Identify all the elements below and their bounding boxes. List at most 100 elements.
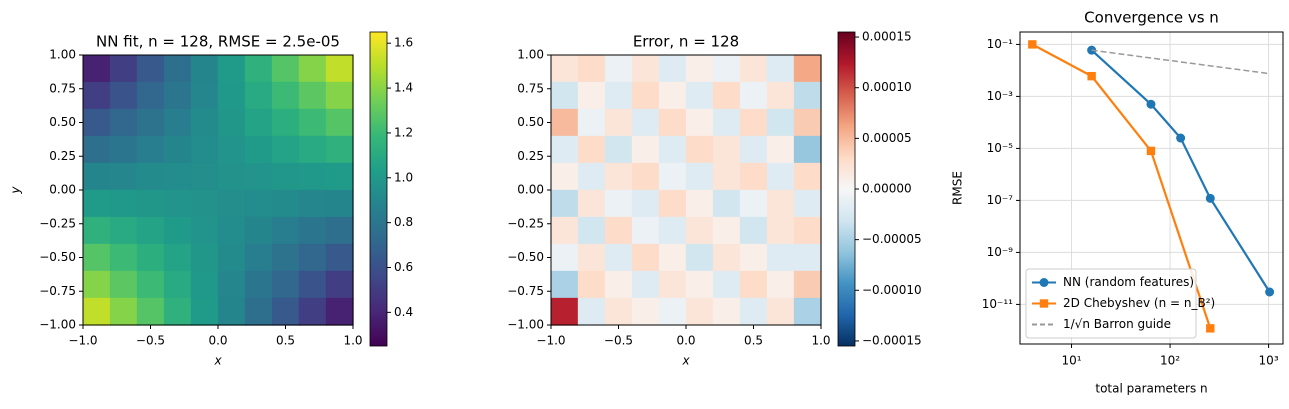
- heatmap-cell: [82, 54, 111, 83]
- colorbar-tick-label: 0.00010: [862, 80, 912, 94]
- x-tick-label: 10²: [1160, 354, 1180, 368]
- heatmap-cell: [271, 108, 300, 137]
- heatmap-cell: [739, 162, 768, 191]
- x-axis-label: total parameters n: [1095, 382, 1207, 396]
- heatmap-cell: [631, 81, 660, 110]
- heatmap-cell: [658, 297, 687, 326]
- heatmap-cell: [766, 81, 795, 110]
- heatmap-cell: [739, 297, 768, 326]
- heatmap-cell: [136, 81, 165, 110]
- heatmap-cell: [577, 216, 606, 245]
- y-tick-label: 0.00: [49, 183, 76, 197]
- heatmap-cell: [163, 108, 192, 137]
- heatmap-cell: [631, 216, 660, 245]
- heatmap-cell: [577, 270, 606, 299]
- heatmap-cell: [244, 108, 273, 137]
- heatmap-cell: [793, 135, 822, 164]
- y-tick-label: 0.25: [49, 149, 76, 163]
- heatmap-cell: [658, 243, 687, 272]
- heatmap-cell: [658, 162, 687, 191]
- colorbar-tick-label: −0.00005: [862, 232, 922, 246]
- y-tick-label: −0.75: [39, 284, 76, 298]
- x-tick-label: 0.0: [208, 334, 227, 348]
- heatmap-cell: [766, 216, 795, 245]
- heatmap-cell: [82, 189, 111, 218]
- legend-box: [1025, 268, 1197, 339]
- y-tick-label: 0.50: [49, 115, 76, 129]
- heatmap-cell: [325, 297, 354, 326]
- heatmap-cell: [766, 162, 795, 191]
- x-tick-label: −0.5: [136, 334, 165, 348]
- point: [1205, 193, 1215, 203]
- heatmap-cell: [298, 189, 327, 218]
- heatmap-cell: [685, 189, 714, 218]
- heatmap-cell: [136, 243, 165, 272]
- heatmap-cell: [271, 243, 300, 272]
- heatmap-cell: [163, 297, 192, 326]
- heatmap-cell: [136, 108, 165, 137]
- heatmap-cell: [298, 270, 327, 299]
- heatmap-cell: [82, 297, 111, 326]
- heatmap-cell: [577, 108, 606, 137]
- point: [1028, 40, 1037, 49]
- x-tick-label: 1.0: [343, 334, 362, 348]
- heatmap-cell: [109, 162, 138, 191]
- heatmap-cell: [658, 54, 687, 83]
- x-tick-label: 0.5: [744, 334, 763, 348]
- heatmap-cell: [712, 162, 741, 191]
- heatmap-cell: [82, 270, 111, 299]
- point: [1265, 287, 1275, 297]
- heatmap-cell: [217, 81, 246, 110]
- heatmap-cell: [109, 243, 138, 272]
- y-tick-label: 10⁻⁹: [987, 245, 1014, 259]
- y-tick-label: 0.25: [517, 149, 544, 163]
- heatmap-cell: [325, 81, 354, 110]
- heatmap-cell: [298, 135, 327, 164]
- y-axis-label: y: [9, 186, 23, 195]
- colorbar-tick-label: 1.2: [394, 125, 413, 139]
- heatmap-cell: [712, 54, 741, 83]
- heatmap-cell: [712, 108, 741, 137]
- heatmap-cell: [325, 108, 354, 137]
- heatmap-cell: [577, 189, 606, 218]
- y-tick-label: 10⁻⁵: [987, 141, 1014, 155]
- x-tick-label: 0.0: [676, 334, 695, 348]
- heatmap-cell: [604, 162, 633, 191]
- heatmap-cell: [82, 216, 111, 245]
- heatmap-cell: [604, 189, 633, 218]
- heatmap-cell: [325, 162, 354, 191]
- heatmap-cell: [298, 108, 327, 137]
- heatmap-cell: [298, 54, 327, 83]
- heatmap-cell: [217, 270, 246, 299]
- heatmap-cell: [604, 297, 633, 326]
- heatmap-cell: [325, 135, 354, 164]
- heatmap-cell: [136, 135, 165, 164]
- heatmap-cell: [217, 135, 246, 164]
- heatmap-cell: [631, 162, 660, 191]
- y-tick-label: 10⁻¹: [987, 37, 1014, 51]
- y-tick-label: 0.75: [517, 81, 544, 95]
- point: [1146, 99, 1156, 109]
- chart-title: Error, n = 128: [633, 33, 739, 51]
- point: [1176, 133, 1186, 143]
- heatmap-cell: [325, 243, 354, 272]
- heatmap-cell: [271, 270, 300, 299]
- heatmap-cell: [163, 189, 192, 218]
- heatmap-cell: [190, 135, 219, 164]
- x-tick-label: 0.5: [276, 334, 295, 348]
- heatmap-cell: [658, 108, 687, 137]
- heatmap-cell: [244, 243, 273, 272]
- heatmap-cell: [163, 243, 192, 272]
- y-tick-label: 0.75: [49, 81, 76, 95]
- heatmap-cell: [244, 297, 273, 326]
- heatmap-cell: [298, 243, 327, 272]
- heatmap-cell: [136, 162, 165, 191]
- heatmap-cell: [685, 162, 714, 191]
- heatmap-cell: [82, 243, 111, 272]
- heatmap-cell: [631, 189, 660, 218]
- heatmap-cell: [604, 135, 633, 164]
- heatmap-cell: [325, 270, 354, 299]
- colorbar-tick-label: 0.00000: [862, 182, 912, 196]
- heatmap-cell: [190, 189, 219, 218]
- heatmap-cell: [136, 270, 165, 299]
